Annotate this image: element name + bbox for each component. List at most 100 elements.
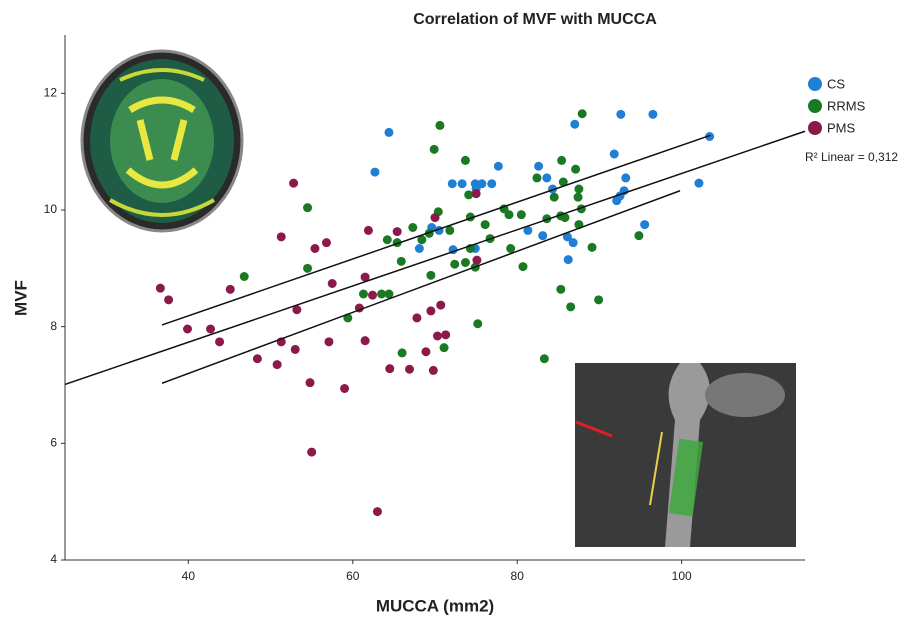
data-point <box>473 319 482 328</box>
data-point <box>383 235 392 244</box>
y-tick-label: 6 <box>50 436 57 450</box>
data-point <box>226 285 235 294</box>
data-point <box>578 109 587 118</box>
data-point <box>506 244 515 253</box>
data-point <box>640 220 649 229</box>
data-point <box>421 347 430 356</box>
data-point <box>505 210 514 219</box>
data-point <box>461 156 470 165</box>
data-point <box>648 110 657 119</box>
data-point <box>426 271 435 280</box>
data-point <box>538 231 547 240</box>
data-point <box>289 179 298 188</box>
data-point <box>370 168 379 177</box>
data-point <box>328 279 337 288</box>
data-point <box>412 313 421 322</box>
legend-label: CS <box>827 76 845 91</box>
data-point <box>408 223 417 232</box>
data-point <box>240 272 249 281</box>
data-point <box>588 243 597 252</box>
data-point <box>481 220 490 229</box>
legend-marker <box>808 121 822 135</box>
data-point <box>397 257 406 266</box>
y-axis-label: MVF <box>11 280 30 316</box>
data-point <box>532 173 541 182</box>
data-point <box>324 337 333 346</box>
data-point <box>303 203 312 212</box>
data-point <box>405 365 414 374</box>
y-tick-label: 4 <box>50 552 57 566</box>
brain-image <box>78 48 246 234</box>
data-point <box>450 260 459 269</box>
data-point <box>621 173 630 182</box>
data-point <box>557 156 566 165</box>
data-point <box>430 145 439 154</box>
data-point <box>303 264 312 273</box>
data-point <box>436 301 445 310</box>
data-point <box>253 354 262 363</box>
data-point <box>429 366 438 375</box>
chart: Correlation of MVF with MUCCA MUCCA (mm2… <box>0 0 914 623</box>
legend: CS RRMS PMS <box>808 76 866 135</box>
data-point <box>368 291 377 300</box>
data-point <box>364 226 373 235</box>
data-point <box>610 150 619 159</box>
data-point <box>574 185 583 194</box>
x-tick-label: 100 <box>672 569 692 583</box>
data-point <box>534 162 543 171</box>
data-point <box>461 258 470 267</box>
data-point <box>393 227 402 236</box>
data-point <box>164 295 173 304</box>
legend-marker <box>808 99 822 113</box>
legend-marker <box>808 77 822 91</box>
data-point <box>556 285 565 294</box>
legend-label: RRMS <box>827 98 866 113</box>
data-point <box>183 325 192 334</box>
data-point <box>215 337 224 346</box>
data-point <box>398 348 407 357</box>
data-point <box>277 232 286 241</box>
data-point <box>564 255 573 264</box>
data-point <box>273 360 282 369</box>
data-point <box>306 378 315 387</box>
data-point <box>359 290 368 299</box>
data-point <box>517 210 526 219</box>
data-point <box>616 110 625 119</box>
data-point <box>574 193 583 202</box>
data-point <box>518 262 527 271</box>
data-point <box>310 244 319 253</box>
data-point <box>431 213 440 222</box>
x-tick-label: 40 <box>182 569 196 583</box>
data-point <box>448 179 457 188</box>
data-point <box>373 507 382 516</box>
legend-label: PMS <box>827 120 856 135</box>
data-point <box>426 306 435 315</box>
data-point <box>487 179 496 188</box>
y-tick-label: 12 <box>44 86 58 100</box>
data-point <box>540 354 549 363</box>
data-point <box>458 179 467 188</box>
data-point <box>340 384 349 393</box>
data-point <box>322 238 331 247</box>
data-point <box>550 193 559 202</box>
data-point <box>206 325 215 334</box>
annotation: R² Linear = 0,312 <box>805 150 898 164</box>
data-point <box>566 302 575 311</box>
data-point <box>571 165 580 174</box>
x-tick-label: 60 <box>346 569 360 583</box>
data-point <box>435 121 444 130</box>
data-point <box>415 244 424 253</box>
data-point <box>494 162 503 171</box>
data-point <box>440 343 449 352</box>
data-point <box>594 295 603 304</box>
data-point <box>384 128 393 137</box>
y-tick-label: 10 <box>44 202 58 216</box>
data-point <box>433 332 442 341</box>
x-tick-label: 80 <box>511 569 525 583</box>
data-point <box>385 364 394 373</box>
x-axis-label: MUCCA (mm2) <box>376 596 494 615</box>
data-point <box>361 336 370 345</box>
data-point <box>472 256 481 265</box>
data-point <box>570 120 579 129</box>
spine-image <box>575 363 796 547</box>
